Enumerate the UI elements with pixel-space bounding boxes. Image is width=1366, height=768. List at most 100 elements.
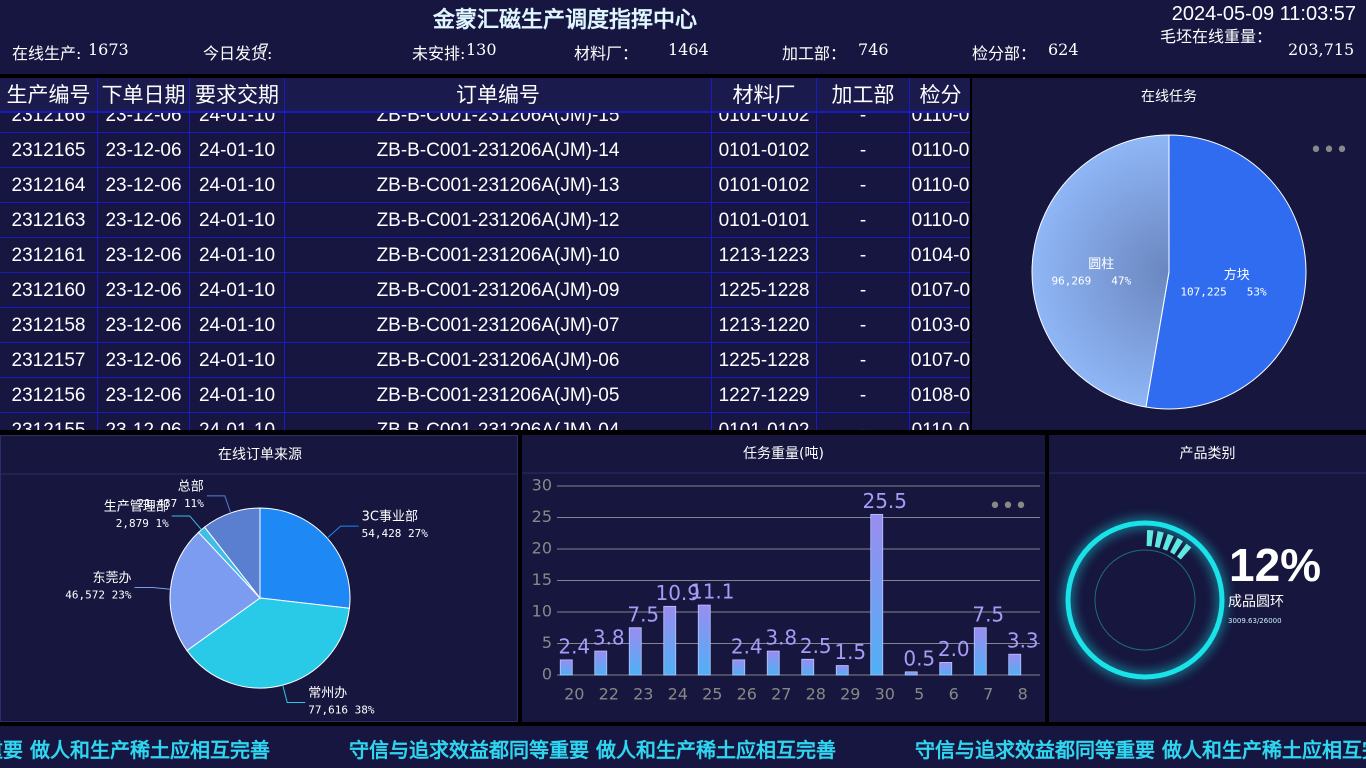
table-cell: ZB-B-C001-231206A(JM)-05 [285, 377, 712, 413]
table-cell: 1227-1229 [712, 377, 817, 413]
bar-label: 3.8 [593, 626, 625, 650]
x-tick-label: 25 [702, 685, 722, 704]
x-tick-label: 26 [737, 685, 757, 704]
x-tick-label: 24 [668, 685, 688, 704]
table-cell: 0110-0 [910, 168, 970, 203]
percent: 1 [155, 517, 162, 530]
table-cell: 2312156 [0, 377, 98, 413]
slice-value: 107,225 [1180, 286, 1226, 299]
bar-label: 3.3 [1007, 629, 1039, 653]
bar [663, 605, 677, 676]
x-tick-label: 7 [983, 685, 993, 704]
table-cell: 0110-0 [910, 203, 970, 238]
slice-value: 2,879 1% [116, 517, 169, 530]
task-panel: 在线任务 ••• 方块 107,225 53% 圆柱 96,269 47% [972, 78, 1366, 430]
marquee: 守信与追求效益都同等重要 做人和生产稀土应相互完善 守信与追求效益都同等重要 做人… [0, 726, 1366, 768]
unit: % [125, 589, 132, 602]
more-icon: ••• [989, 494, 1028, 519]
space [348, 704, 355, 717]
stat-label: 未安排: [412, 44, 466, 63]
y-tick-label: 10 [532, 602, 552, 621]
table-cell: - [817, 167, 910, 203]
table-cell: 0110-0 [910, 133, 970, 168]
slice-label: 方块 [1224, 267, 1250, 283]
slice-value: 54,428 27% [362, 527, 429, 540]
table-cell: 24-01-10 [190, 132, 285, 168]
column-header: 下单日期 [98, 78, 190, 113]
stat-value: 624 [1048, 40, 1079, 59]
stat-label: 今日发货: [203, 44, 273, 63]
table-cell: 1225-1228 [712, 342, 817, 378]
gauge-inner [1094, 549, 1196, 651]
task-pie: 在线任务 ••• 方块 107,225 53% 圆柱 96,269 47% [1031, 89, 1348, 410]
table-cell: 2312164 [0, 167, 98, 203]
unit: % [1124, 274, 1131, 287]
table-cell: ZB-B-C001-231206A(JM)-07 [285, 307, 712, 343]
stat-label: 材料厂： [574, 44, 639, 63]
slice-label: 圆柱 [1088, 257, 1114, 272]
table-cell: 0101-0102 [712, 412, 817, 430]
stat-value: 7 [259, 40, 270, 59]
category-gauge: 产品类别 12% 成品圆环 3009.63/26000 [1049, 446, 1366, 680]
bar [628, 627, 642, 676]
bar-label: 0.5 [903, 646, 935, 670]
table-cell: 23-12-06 [98, 202, 190, 238]
unit: % [368, 704, 375, 717]
slice-label: 3C事业部 [362, 510, 418, 525]
gauge-segment [1162, 533, 1174, 551]
unit: % [421, 527, 428, 540]
table-cell: ZB-B-C001-231206A(JM)-09 [285, 272, 712, 308]
y-tick-label: 15 [532, 570, 552, 589]
source-pie: 在线订单来源 3C事业部 54,428 27% 常州办 77,616 38% 东莞办 46,… [1, 447, 517, 717]
bar-label: 7.5 [972, 602, 1004, 626]
leader-line [171, 515, 202, 530]
value: 2,879 [116, 517, 149, 530]
weight-bar: 任务重量(吨) ••• 0 5 10 15 20 25 30 2.4 20 3.8 22 7.5 23 10.… [522, 446, 1045, 704]
bar-label: 25.5 [862, 489, 907, 513]
bar [1008, 653, 1022, 676]
gauge-segment [1176, 543, 1192, 560]
table-cell: 1225-1228 [712, 272, 817, 308]
unit: % [1260, 286, 1267, 299]
chart-title: 产品类别 [1180, 446, 1236, 462]
value: 21,437 [138, 497, 178, 510]
stat-label: 毛坯在线重量： [1160, 27, 1273, 46]
bar [835, 665, 849, 676]
datetime: 2024-05-09 11:03:57 [1171, 3, 1356, 25]
leader-line [134, 587, 171, 590]
table-cell: - [817, 412, 910, 430]
stat-label: 加工部： [782, 44, 847, 63]
bar-label: 11.1 [690, 580, 735, 604]
slice-percent: 53% [1247, 286, 1267, 299]
bar-label: 7.5 [627, 602, 659, 626]
bar [939, 661, 953, 676]
column-header: 订单编号 [285, 78, 712, 113]
table-cell: - [817, 237, 910, 273]
gauge-segment [1154, 531, 1164, 548]
order-table: 2312166 23-12-06 24-01-10 ZB-B-C001-231206A… [0, 78, 970, 430]
table-cell: 23-12-06 [98, 237, 190, 273]
table-cell: - [817, 132, 910, 168]
source-panel: 在线订单来源 3C事业部 54,428 27% 常州办 77,616 38% 东莞办 46,… [0, 435, 518, 722]
space [177, 497, 184, 510]
column-header: 生产编号 [0, 78, 98, 113]
gauge-segment [1146, 530, 1154, 547]
table-cell: 24-01-10 [190, 237, 285, 273]
slogan: 守信与追求效益都同等重要 做人和生产稀土应相互完善 [349, 738, 836, 762]
column-header: 要求交期 [190, 78, 285, 113]
table-cell: 24-01-10 [190, 342, 285, 378]
percent: 27 [408, 527, 421, 540]
stat-value: 746 [858, 40, 889, 59]
gauge-ring [1065, 520, 1225, 680]
table-cell: ZB-B-C001-231206A(JM)-14 [285, 132, 712, 168]
column-header: 材料厂 [712, 78, 817, 113]
table-cell: 23-12-06 [98, 307, 190, 343]
column-header: 检分 [910, 78, 970, 113]
y-tick-label: 30 [532, 476, 552, 495]
percent: 38 [355, 704, 368, 717]
table-cell: 2312161 [0, 237, 98, 273]
table-cell: 24-01-10 [190, 412, 285, 430]
table-cell: 23-12-06 [98, 342, 190, 378]
table-cell: - [817, 342, 910, 378]
table-cell: ZB-B-C001-231206A(JM)-10 [285, 237, 712, 273]
